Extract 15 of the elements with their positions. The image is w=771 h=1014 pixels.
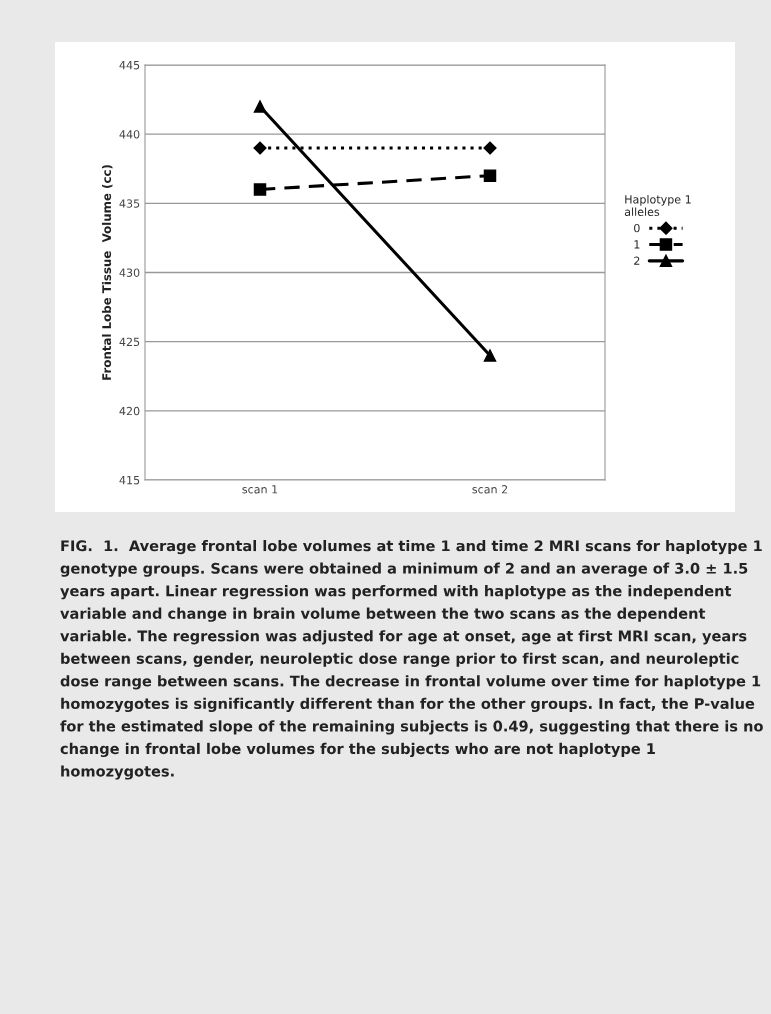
y-tick-label: 415 <box>119 476 140 485</box>
legend-label: 2 <box>634 256 640 265</box>
legend-title: Haplotype 1 alleles <box>624 194 691 216</box>
y-axis-title: Frontal Lobe Tissue Volume (cc) <box>101 165 113 380</box>
y-tick-label: 430 <box>119 268 140 277</box>
x-tick-label: scan 2 <box>472 485 508 494</box>
y-tick-label: 440 <box>119 130 140 139</box>
y-tick-label: 435 <box>119 199 140 208</box>
y-tick-label: 425 <box>119 337 140 347</box>
legend-label: 1 <box>634 240 640 249</box>
x-tick-label: scan 1 <box>242 485 278 494</box>
text: FIG. 1. Average frontal lobe volumes at time 1 and time 2 MRI scans for haplotype 1 genotype groups. Scans were obtained a minimum of 2 and an average of 3.0 ± 1.5 years apart. Linear regression was performed with haplotype as the independent variable and change in brain volume between the two scans as the dependent variable. The regression was adjusted for age at onset, age at first MRI scan, years between scans, gender, neuroleptic dose range prior to first scan, and neuroleptic dose range between scans. The decrease in frontal volume over time for haplotype 1 homozygotes is significantly different than for the other groups. In fact, the P-value for the estimated slope of the remaining subjects is 0.49, suggesting that there is no change in frontal lobe volumes for the subjects who are not haplotype 1 homozygotes. <box>60 540 763 780</box>
y-tick-label: 420 <box>119 406 140 416</box>
y-tick-label: 445 <box>119 61 140 70</box>
legend-label: 0 <box>634 223 640 233</box>
